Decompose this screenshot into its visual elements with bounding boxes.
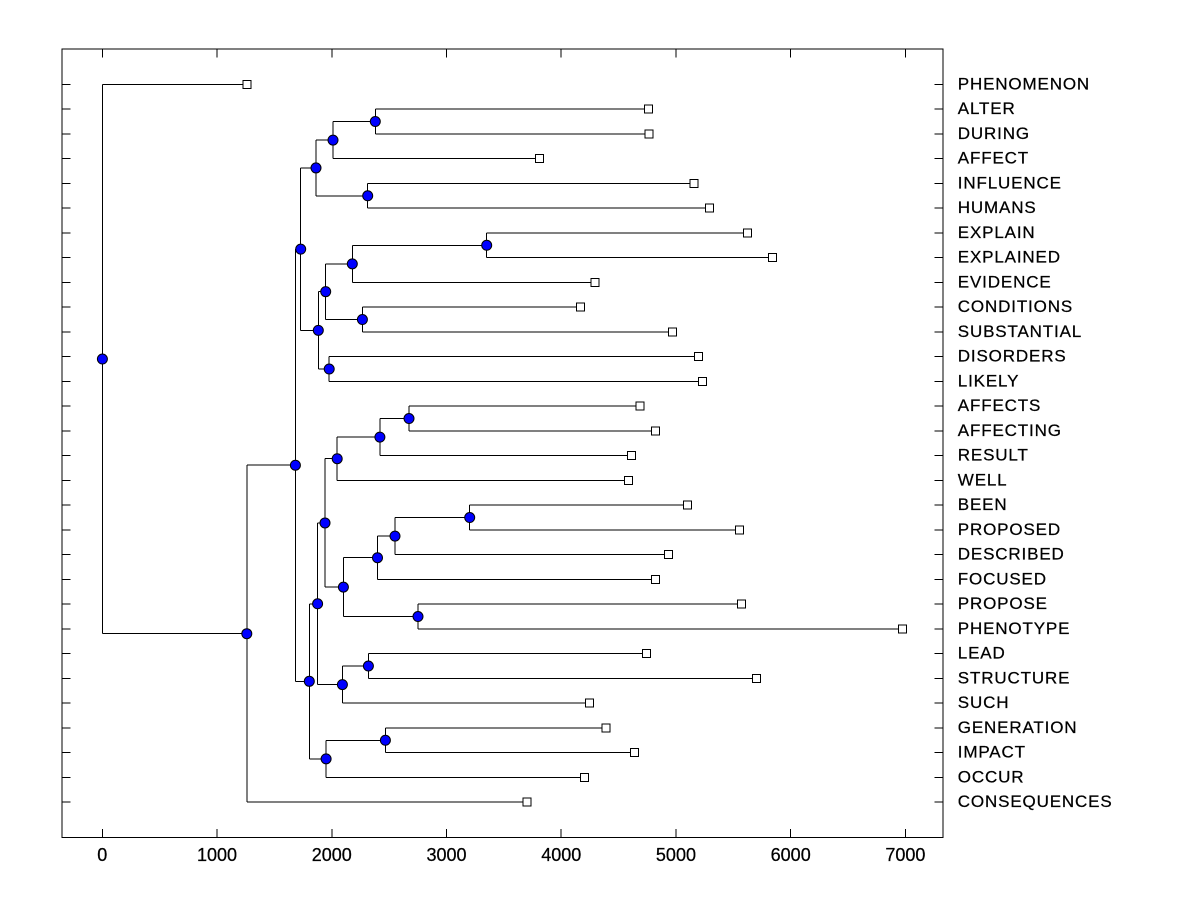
svg-text:BEEN: BEEN	[958, 495, 1008, 514]
svg-text:FOCUSED: FOCUSED	[958, 569, 1047, 588]
svg-text:ALTER: ALTER	[958, 99, 1016, 118]
svg-text:1000: 1000	[197, 845, 237, 865]
svg-text:AFFECT: AFFECT	[958, 149, 1029, 168]
svg-text:EXPLAINED: EXPLAINED	[958, 248, 1061, 267]
svg-text:DISORDERS: DISORDERS	[958, 347, 1067, 366]
svg-text:DURING: DURING	[958, 124, 1030, 143]
svg-text:PHENOTYPE: PHENOTYPE	[958, 619, 1071, 638]
svg-text:AFFECTING: AFFECTING	[958, 421, 1062, 440]
svg-text:SUCH: SUCH	[958, 693, 1010, 712]
svg-text:AFFECTS: AFFECTS	[958, 396, 1041, 415]
svg-text:3000: 3000	[426, 845, 466, 865]
svg-text:OCCUR: OCCUR	[958, 767, 1025, 786]
svg-text:2000: 2000	[312, 845, 352, 865]
svg-text:PROPOSE: PROPOSE	[958, 594, 1048, 613]
svg-text:LEAD: LEAD	[958, 644, 1006, 663]
svg-text:GENERATION: GENERATION	[958, 718, 1078, 737]
svg-text:INFLUENCE: INFLUENCE	[958, 173, 1062, 192]
svg-text:EVIDENCE: EVIDENCE	[958, 272, 1052, 291]
svg-text:PHENOMENON: PHENOMENON	[958, 74, 1090, 93]
svg-text:CONDITIONS: CONDITIONS	[958, 297, 1073, 316]
svg-text:4000: 4000	[541, 845, 581, 865]
svg-text:IMPACT: IMPACT	[958, 743, 1026, 762]
svg-text:0: 0	[97, 845, 107, 865]
svg-text:HUMANS: HUMANS	[958, 198, 1037, 217]
svg-text:SUBSTANTIAL: SUBSTANTIAL	[958, 322, 1082, 341]
svg-text:6000: 6000	[771, 845, 811, 865]
svg-text:EXPLAIN: EXPLAIN	[958, 223, 1036, 242]
svg-text:WELL: WELL	[958, 470, 1008, 489]
svg-text:7000: 7000	[885, 845, 925, 865]
svg-text:5000: 5000	[656, 845, 696, 865]
svg-text:STRUCTURE: STRUCTURE	[958, 668, 1070, 687]
svg-text:CONSEQUENCES: CONSEQUENCES	[958, 792, 1113, 811]
svg-text:LIKELY: LIKELY	[958, 371, 1020, 390]
svg-text:RESULT: RESULT	[958, 446, 1029, 465]
svg-text:PROPOSED: PROPOSED	[958, 520, 1061, 539]
svg-text:DESCRIBED: DESCRIBED	[958, 545, 1065, 564]
